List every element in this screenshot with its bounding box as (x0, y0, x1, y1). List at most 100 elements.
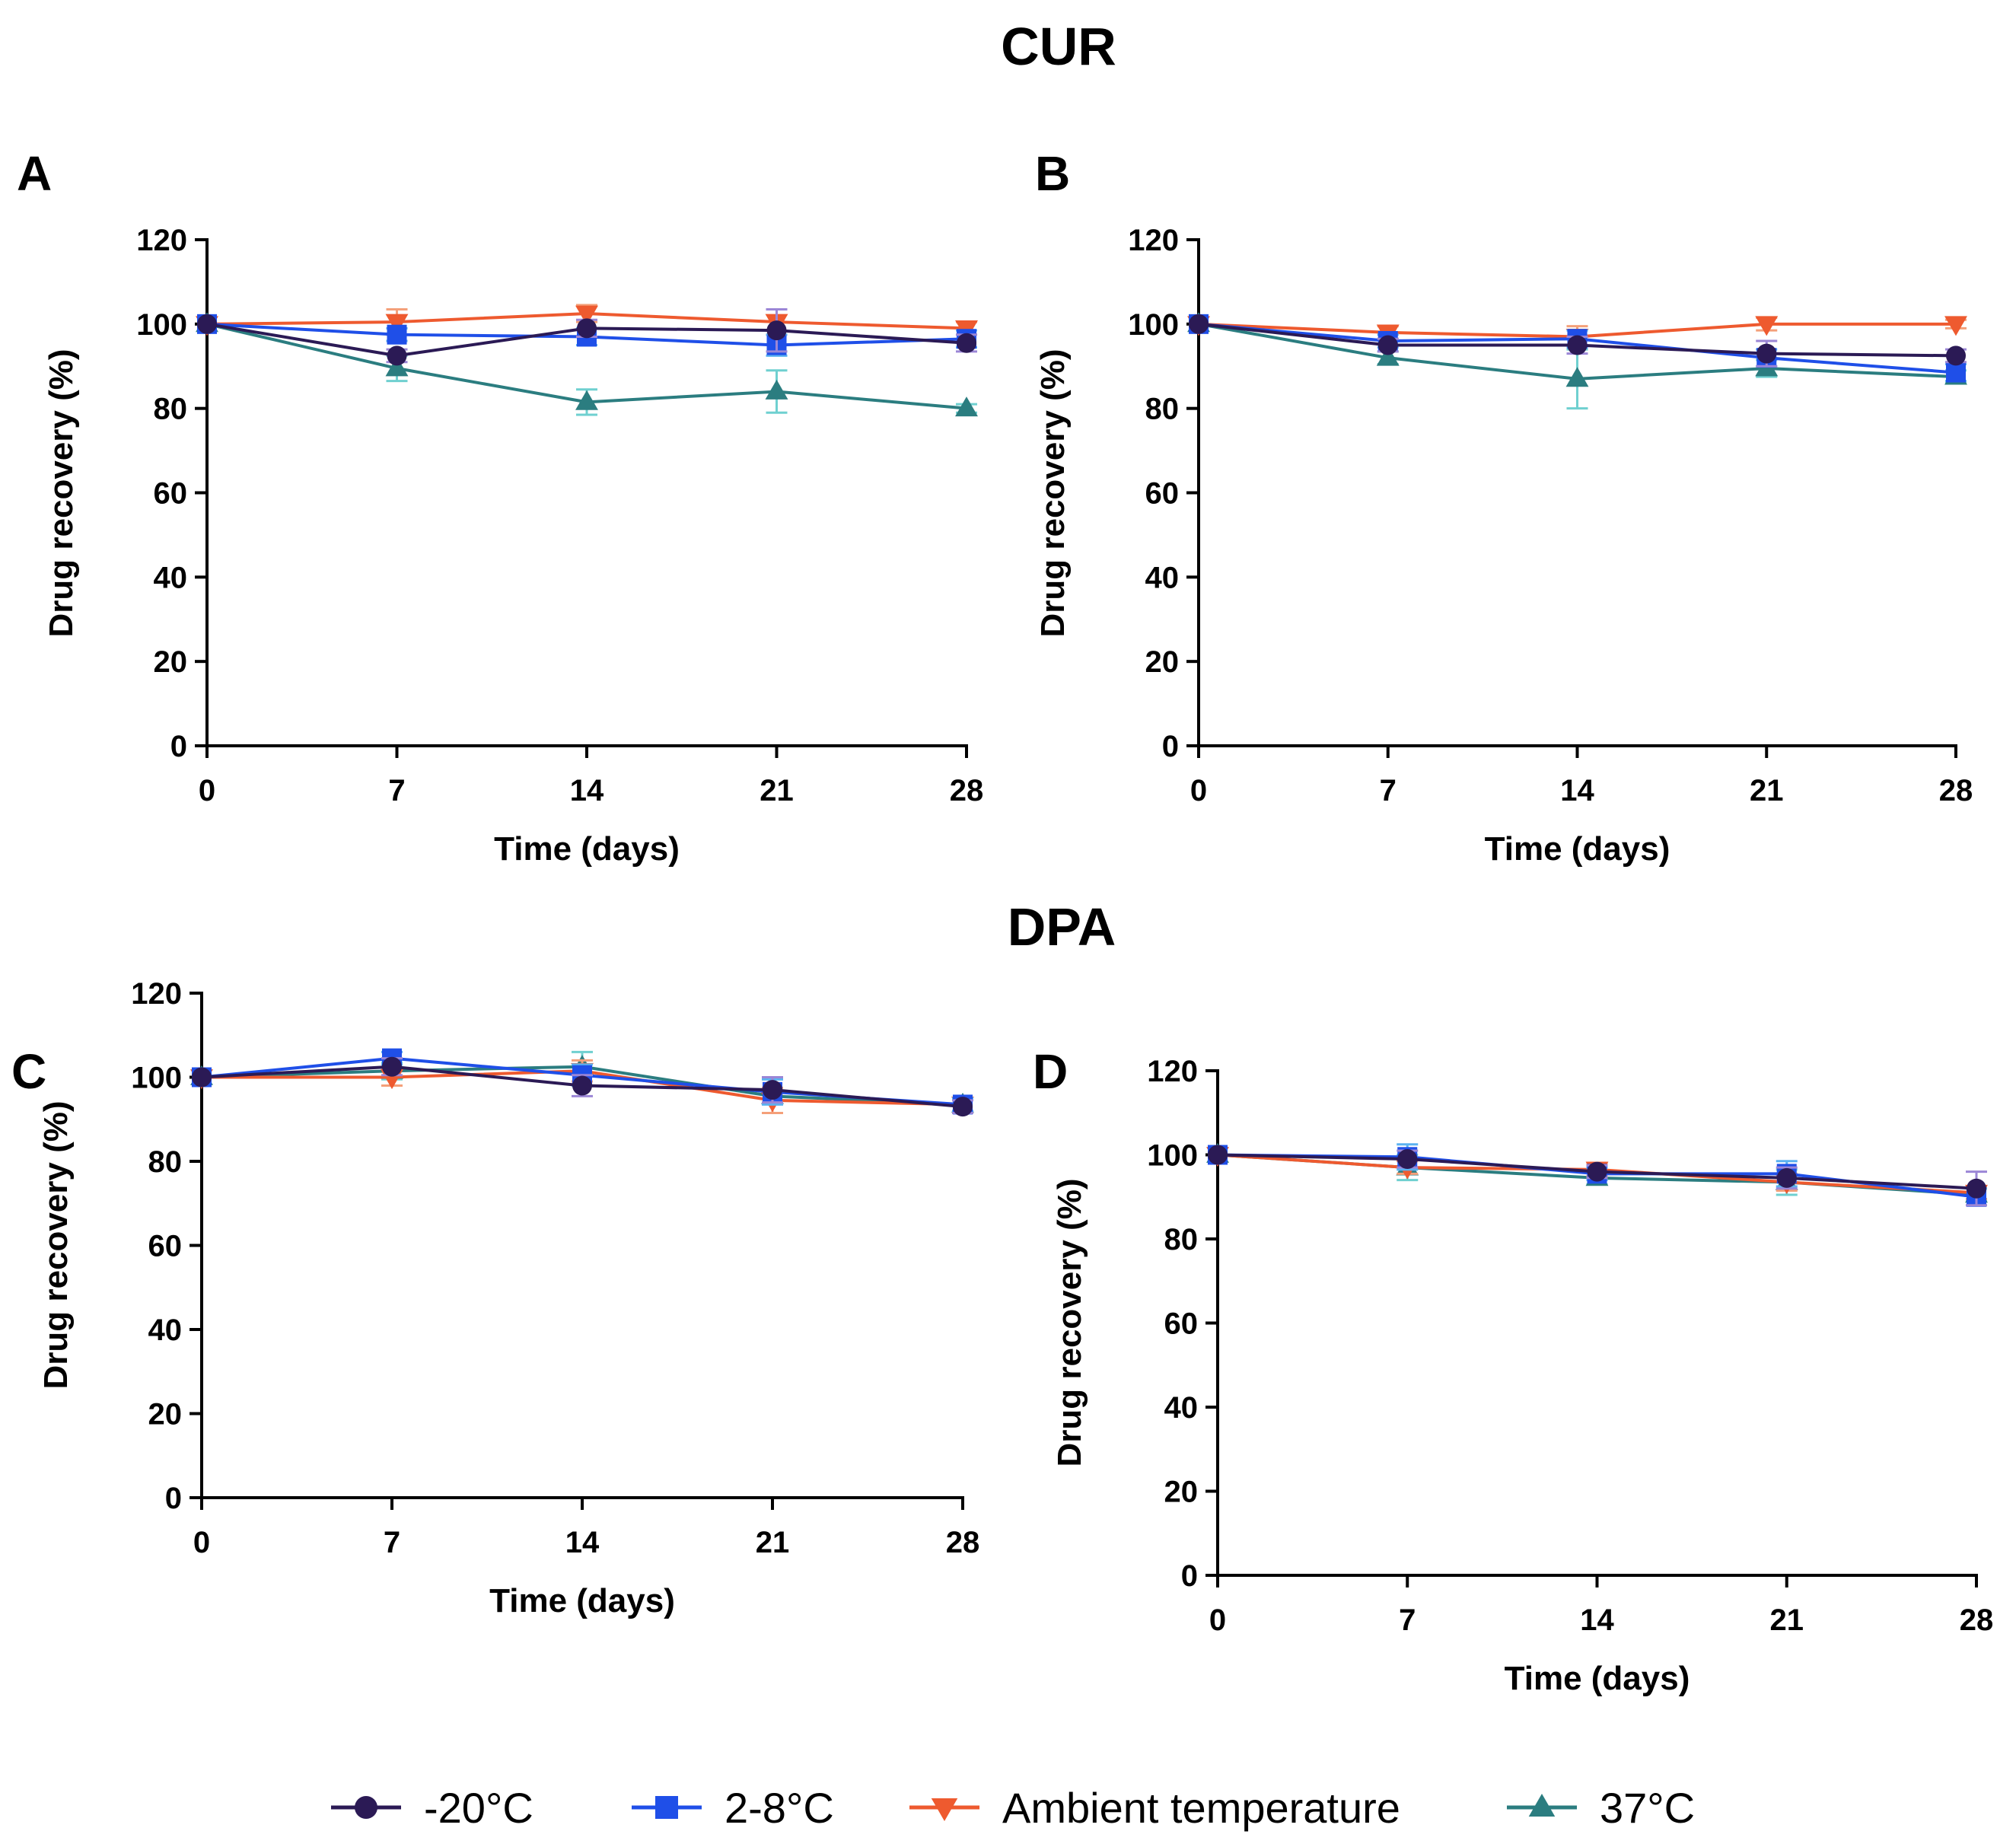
y-tick-label: 60 (1164, 1307, 1199, 1341)
series-20-c (1208, 1145, 1987, 1207)
x-tick-label: 14 (565, 1526, 600, 1559)
y-tick-label: 100 (1147, 1139, 1198, 1173)
section-title-dpa: DPA (1008, 897, 1116, 957)
x-tick-label: 21 (1770, 1603, 1804, 1637)
legend-item-2-8-c: 2-8°C (632, 1784, 834, 1832)
x-tick-label: 0 (199, 774, 215, 807)
legend-item-20-c: -20°C (331, 1784, 533, 1832)
y-axis-title: Drug recovery (%) (37, 1100, 75, 1389)
data-point (763, 1080, 782, 1100)
x-tick-label: 28 (1960, 1603, 1994, 1637)
x-tick-label: 0 (1209, 1603, 1226, 1637)
y-tick-label: 0 (170, 730, 187, 763)
legend-label: Ambient temperature (1002, 1784, 1400, 1832)
y-tick-label: 20 (154, 645, 188, 679)
y-tick-label: 120 (131, 977, 182, 1011)
y-tick-label: 100 (1128, 308, 1179, 342)
legend-label: -20°C (424, 1784, 533, 1832)
y-tick-label: 20 (1164, 1476, 1199, 1509)
legend-label: 37°C (1600, 1784, 1695, 1832)
data-point (1755, 316, 1779, 336)
data-point (1189, 314, 1209, 334)
panel-b: B 0 20 40 60 80 100 120 0 7 14 21 28 Time (days) Drug … (1034, 146, 1973, 868)
data-point (385, 356, 409, 377)
x-tick-label: 0 (193, 1526, 210, 1559)
data-point (1944, 316, 1967, 336)
y-tick-label: 100 (136, 308, 187, 342)
y-tick-label: 40 (154, 561, 188, 594)
data-point (575, 305, 598, 326)
x-tick-label: 0 (1190, 774, 1207, 807)
data-point (1565, 367, 1589, 387)
data-point (387, 346, 407, 366)
y-tick-label: 60 (1145, 477, 1180, 511)
data-point (1587, 1161, 1607, 1182)
x-tick-label: 14 (570, 774, 604, 807)
data-point (1946, 346, 1966, 366)
x-tick-label: 28 (1939, 774, 1973, 807)
series-37-c (196, 312, 978, 417)
y-tick-label: 0 (165, 1482, 182, 1515)
x-tick-label: 21 (756, 1526, 790, 1559)
x-tick-label: 14 (1560, 774, 1594, 807)
data-point (957, 333, 976, 353)
data-point (955, 396, 978, 417)
panel-d: D 0 20 40 60 80 100 120 0 7 14 21 28 Time (days) Drug … (1033, 1044, 1993, 1697)
panel-a: A 0 20 40 60 80 100 120 0 7 14 21 28 Time (days) Drug … (17, 146, 983, 868)
y-tick-label: 120 (136, 224, 187, 257)
y-tick-label: 20 (148, 1398, 183, 1431)
y-tick-label: 80 (148, 1145, 183, 1179)
y-tick-label: 80 (1145, 393, 1180, 426)
panel-letter-b: B (1035, 146, 1070, 201)
x-tick-label: 28 (946, 1526, 980, 1559)
data-point (1208, 1145, 1228, 1165)
panel-letter-a: A (17, 146, 52, 201)
x-axis-title: Time (days) (1505, 1660, 1690, 1697)
data-point (197, 314, 217, 334)
y-tick-label: 120 (1147, 1055, 1198, 1088)
section-title-cur: CUR (1001, 17, 1116, 76)
series-20-c (192, 1056, 973, 1117)
x-axis-title: Time (days) (494, 830, 680, 868)
x-tick-label: 14 (1580, 1603, 1614, 1637)
y-tick-label: 0 (1181, 1559, 1198, 1593)
y-tick-label: 80 (1164, 1223, 1199, 1256)
data-point (1376, 346, 1400, 366)
data-point (766, 320, 787, 341)
panel-letter-c: C (11, 1044, 46, 1099)
y-axis-title: Drug recovery (%) (1034, 349, 1072, 637)
series-20-c (197, 307, 977, 366)
x-tick-label: 7 (384, 1526, 400, 1559)
panel-c: C 0 20 40 60 80 100 120 0 7 14 21 28 Time (days) Drug … (11, 977, 979, 1619)
x-tick-label: 7 (1399, 1603, 1416, 1637)
y-tick-label: 100 (131, 1062, 182, 1095)
data-point (1756, 343, 1777, 364)
data-point (572, 1075, 592, 1096)
legend-marker (931, 1798, 958, 1821)
panel-letter-d: D (1033, 1044, 1068, 1099)
y-tick-label: 20 (1145, 645, 1180, 679)
data-point (1377, 335, 1398, 355)
y-axis-title: Drug recovery (%) (43, 349, 80, 637)
legend-marker (1528, 1794, 1556, 1817)
legend-marker (355, 1796, 377, 1819)
x-tick-label: 7 (1380, 774, 1397, 807)
x-axis-title: Time (days) (489, 1582, 675, 1619)
data-point (192, 1067, 212, 1088)
y-tick-label: 60 (154, 477, 188, 511)
data-point (1946, 362, 1966, 383)
data-point (1397, 1149, 1418, 1170)
data-point (953, 1097, 973, 1117)
data-point (385, 314, 409, 334)
data-point (1567, 335, 1588, 355)
legend-item-37-c: 37°C (1507, 1784, 1695, 1832)
data-point (387, 324, 407, 345)
data-point (577, 318, 597, 339)
data-point (1967, 1178, 1986, 1199)
y-tick-label: 40 (1145, 561, 1180, 594)
legend-label: 2-8°C (725, 1784, 834, 1832)
legend-marker (655, 1796, 678, 1819)
x-tick-label: 21 (1750, 774, 1784, 807)
y-tick-label: 40 (148, 1314, 183, 1347)
